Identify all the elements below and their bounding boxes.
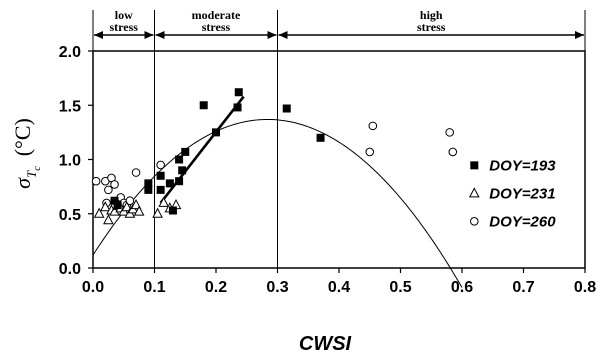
- series-doy-260: [91, 121, 458, 210]
- x-tick-label: 0.8: [574, 279, 596, 296]
- data-point: [199, 101, 208, 110]
- y-tick-label: 2.0: [59, 44, 81, 61]
- legend-label: DOY=231: [489, 185, 555, 202]
- data-point: [175, 155, 184, 164]
- data-point: [181, 147, 190, 156]
- svg-text:σTc(°C): σTc (°C): [10, 118, 43, 189]
- data-point: [156, 160, 165, 170]
- data-point: [99, 201, 111, 212]
- data-point: [233, 103, 242, 112]
- data-point: [365, 147, 375, 157]
- data-point: [144, 179, 153, 188]
- data-point: [113, 201, 122, 210]
- region-arrowhead-right: [144, 31, 154, 39]
- region-label: low: [115, 8, 133, 22]
- data-point: [144, 185, 153, 194]
- region-arrowhead-right: [575, 31, 584, 39]
- data-point: [152, 207, 163, 218]
- data-points-layer: [91, 88, 458, 225]
- data-point: [165, 179, 174, 188]
- legend-marker: [470, 217, 479, 226]
- y-axis-symbol: σ: [10, 177, 35, 189]
- y-axis-unit: (°C): [10, 118, 35, 156]
- x-tick-label: 0.1: [143, 279, 165, 296]
- region-label: stress: [202, 20, 231, 34]
- x-tick-label: 0.3: [266, 279, 288, 296]
- data-point: [156, 185, 165, 194]
- data-point: [131, 168, 141, 177]
- data-point: [103, 214, 114, 225]
- fitted-curve-layer: [92, 95, 463, 288]
- axis-ticks: [88, 50, 586, 273]
- x-tick-label: 0.6: [451, 279, 473, 296]
- legend-label: DOY=260: [489, 213, 556, 230]
- x-tick-label: 0.7: [512, 279, 534, 296]
- data-point: [175, 177, 184, 186]
- y-tick-label: 0.5: [59, 207, 81, 224]
- legend-label: DOY=193: [489, 157, 556, 174]
- x-tick-label: 0.2: [205, 279, 227, 296]
- region-label: high: [420, 8, 443, 22]
- region-arrowhead-left: [278, 31, 288, 39]
- legend-entry: DOY=193: [470, 157, 556, 174]
- regression-line: [159, 95, 245, 204]
- y-tick-label: 1.5: [59, 98, 81, 115]
- tick-labels: 0.0 0.1 0.2 0.3 0.4 0.5 0.6 0.7 0.8 0.0 0.5 1.0 1.5 2…: [59, 44, 596, 296]
- x-tick-label: 0.4: [328, 279, 350, 296]
- data-point: [158, 196, 170, 207]
- x-tick-label: 0.5: [389, 279, 411, 296]
- region-arrowhead-right: [267, 31, 277, 39]
- data-point: [121, 201, 133, 212]
- data-point: [234, 88, 243, 97]
- data-point: [91, 176, 101, 186]
- x-axis-title: CWSI: [299, 333, 352, 355]
- legend-marker: [468, 187, 480, 198]
- data-point: [282, 104, 291, 113]
- data-point: [368, 121, 378, 131]
- y-axis-subscript: T: [24, 170, 39, 178]
- data-point: [93, 207, 105, 218]
- legend-marker: [470, 161, 479, 170]
- data-point: [133, 205, 145, 216]
- region-arrowhead-left: [155, 31, 165, 39]
- y-axis-subsubscript: c: [32, 166, 43, 171]
- data-point: [448, 147, 458, 157]
- legend-entry: DOY=260: [470, 213, 556, 230]
- data-point: [110, 180, 119, 189]
- x-tick-label: 0.0: [82, 279, 104, 296]
- data-point: [110, 196, 119, 205]
- data-point: [212, 128, 220, 137]
- data-point: [168, 206, 177, 215]
- y-tick-label: 1.0: [59, 153, 81, 170]
- data-point: [178, 166, 187, 175]
- region-label: stress: [417, 20, 446, 34]
- data-point: [130, 199, 142, 210]
- legend: DOY=193 DOY=231 DOY=260: [468, 157, 556, 230]
- region-label: stress: [110, 20, 139, 34]
- data-point: [316, 133, 325, 142]
- series-doy-193: [110, 88, 325, 215]
- data-point: [125, 196, 135, 206]
- data-point: [156, 171, 165, 180]
- region-arrowhead-left: [94, 31, 103, 39]
- y-tick-label: 0.0: [59, 261, 81, 278]
- fitted-curve: [92, 118, 463, 288]
- data-point: [104, 185, 113, 195]
- region-label: moderate: [192, 8, 241, 22]
- data-point: [445, 128, 455, 137]
- y-axis-title: σTc (°C): [10, 118, 43, 189]
- legend-entry: DOY=231: [468, 185, 556, 202]
